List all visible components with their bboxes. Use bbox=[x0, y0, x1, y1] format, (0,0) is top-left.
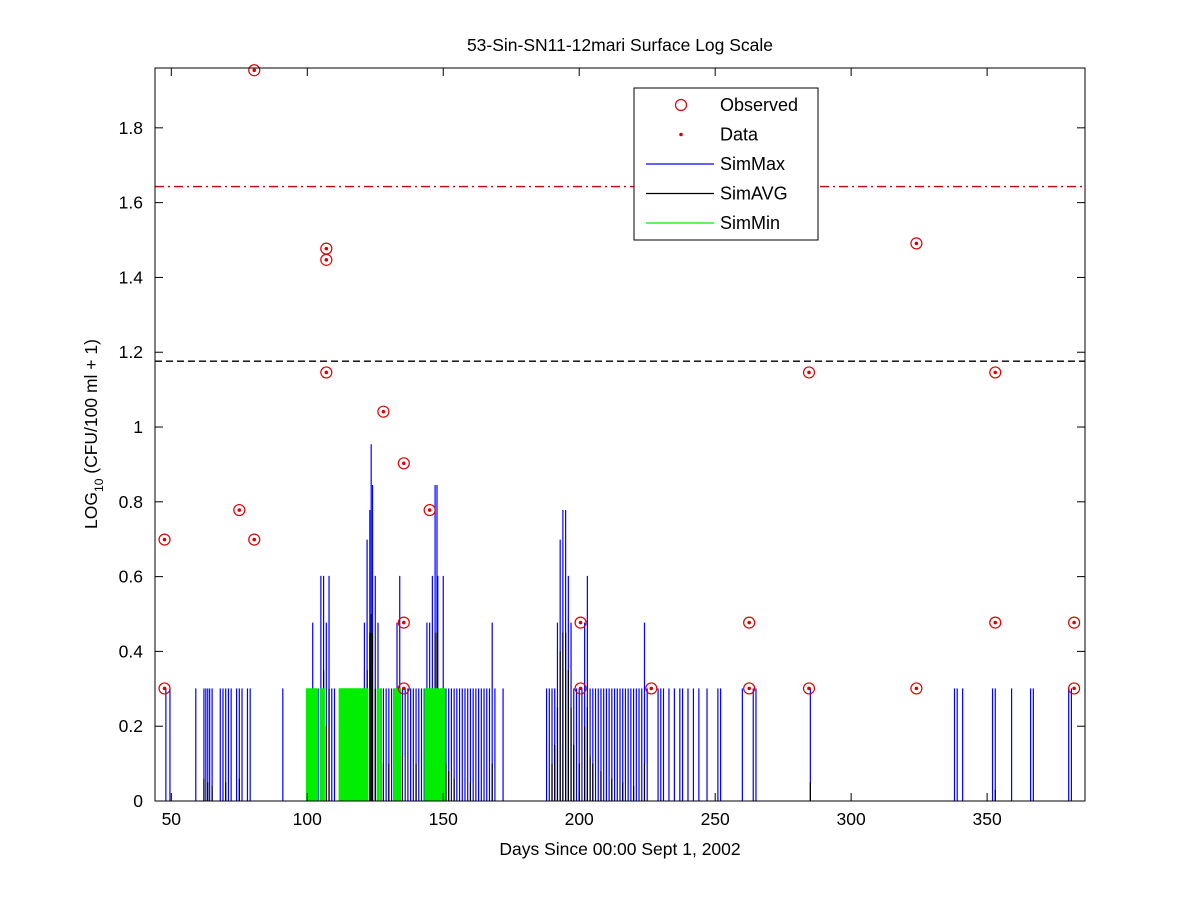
data-point bbox=[324, 246, 329, 251]
observed-marker bbox=[1068, 616, 1081, 629]
observed-marker bbox=[423, 503, 436, 517]
data-point bbox=[427, 508, 432, 512]
data-point bbox=[381, 409, 386, 414]
data-point bbox=[993, 620, 998, 625]
x-tick-label: 200 bbox=[565, 809, 594, 829]
observed-marker bbox=[320, 366, 333, 379]
data-point bbox=[578, 620, 583, 625]
y-tick-label: 0.8 bbox=[119, 492, 143, 512]
data-point bbox=[162, 537, 167, 542]
observed-marker bbox=[743, 616, 756, 629]
legend-label: Data bbox=[720, 125, 759, 145]
y-tick-label: 1.4 bbox=[119, 267, 144, 287]
legend: Observed Data SimMax SimAVG SimMin bbox=[633, 87, 819, 241]
chart-title: 53-Sin-SN11-12mari Surface Log Scale bbox=[467, 35, 773, 55]
data-point bbox=[1072, 686, 1076, 691]
data-point bbox=[807, 370, 811, 375]
legend-label: SimMin bbox=[720, 213, 780, 233]
plot-layer bbox=[155, 64, 1085, 801]
data-point bbox=[252, 68, 257, 73]
legend-swatch-circle bbox=[674, 98, 688, 112]
y-tick-label: 1.2 bbox=[119, 342, 143, 362]
observed-marker bbox=[802, 366, 816, 379]
x-tick-label: 250 bbox=[701, 809, 730, 829]
data-point bbox=[747, 620, 751, 625]
legend-label: SimAVG bbox=[720, 184, 788, 204]
x-axis-label: Days Since 00:00 Sept 1, 2002 bbox=[499, 839, 740, 859]
x-tick-label: 50 bbox=[162, 809, 182, 829]
observed-marker bbox=[802, 682, 816, 695]
data-point bbox=[237, 508, 242, 512]
x-tick-label: 150 bbox=[429, 809, 458, 829]
legend-label: SimMax bbox=[720, 154, 785, 174]
axes-layer: 50 100 150 200 250 300 350 0 0.2 0.4 0.6 0.8 1 1.2 1.4… bbox=[119, 67, 1086, 829]
data-point bbox=[578, 686, 583, 691]
y-tick-label: 0 bbox=[133, 791, 143, 811]
data-point bbox=[402, 686, 406, 691]
y-axis-label: LOG10 (CFU/100 ml + 1) bbox=[81, 339, 106, 529]
data-point bbox=[402, 461, 406, 466]
observed-marker bbox=[397, 616, 410, 629]
y-tick-label: 0.6 bbox=[119, 567, 143, 587]
observed-marker bbox=[574, 616, 587, 629]
observed-marker bbox=[910, 237, 923, 250]
data-point bbox=[914, 686, 919, 691]
data-point bbox=[993, 370, 998, 375]
x-tick-label: 350 bbox=[973, 809, 1002, 829]
observed-marker bbox=[248, 533, 261, 546]
observed-marker bbox=[158, 533, 171, 546]
y-axis-label-main: LOG bbox=[81, 492, 101, 529]
observed-marker bbox=[574, 682, 587, 695]
legend-swatch-dot bbox=[679, 132, 683, 137]
observed-marker bbox=[233, 503, 246, 517]
data-point bbox=[807, 686, 811, 691]
observed-marker bbox=[377, 405, 390, 418]
data-point bbox=[747, 686, 751, 691]
observed-marker bbox=[989, 616, 1002, 629]
data-point bbox=[324, 258, 329, 262]
y-axis-label-subscript: 10 bbox=[92, 478, 106, 492]
x-tick-label: 300 bbox=[837, 809, 866, 829]
observed-marker bbox=[910, 682, 923, 695]
plot-area bbox=[155, 68, 1085, 801]
data-point bbox=[914, 241, 919, 246]
observed-marker bbox=[320, 253, 333, 266]
observed-marker bbox=[645, 682, 658, 695]
axes-box bbox=[154, 67, 1086, 802]
y-tick-label: 0.4 bbox=[119, 641, 144, 661]
data-point bbox=[162, 686, 167, 691]
data-point bbox=[324, 370, 329, 375]
legend-entry-simmax: SimMax bbox=[646, 154, 785, 174]
observed-marker bbox=[248, 64, 261, 77]
y-tick-label: 1 bbox=[133, 417, 143, 437]
observed-marker bbox=[397, 682, 410, 695]
observed-marker bbox=[743, 682, 756, 695]
y-axis-label-rest: (CFU/100 ml + 1) bbox=[81, 339, 101, 479]
observed-marker bbox=[1068, 682, 1081, 695]
data-point bbox=[649, 686, 654, 691]
y-tick-label: 1.6 bbox=[119, 193, 143, 213]
y-tick-label: 0.2 bbox=[119, 716, 143, 736]
x-tick-label: 100 bbox=[293, 809, 322, 829]
legend-label: Observed bbox=[720, 95, 798, 115]
y-tick-label: 1.8 bbox=[119, 118, 143, 138]
data-point bbox=[252, 537, 257, 542]
observed-marker bbox=[397, 457, 410, 470]
legend-entry-simavg: SimAVG bbox=[646, 184, 788, 204]
legend-entry-simmin: SimMin bbox=[646, 213, 780, 233]
observed-marker bbox=[158, 682, 171, 695]
legend-entry-data: Data bbox=[679, 125, 759, 145]
data-point bbox=[402, 620, 406, 625]
data-point bbox=[1072, 620, 1076, 625]
observed-marker bbox=[989, 366, 1002, 379]
legend-entry-observed: Observed bbox=[674, 95, 798, 115]
